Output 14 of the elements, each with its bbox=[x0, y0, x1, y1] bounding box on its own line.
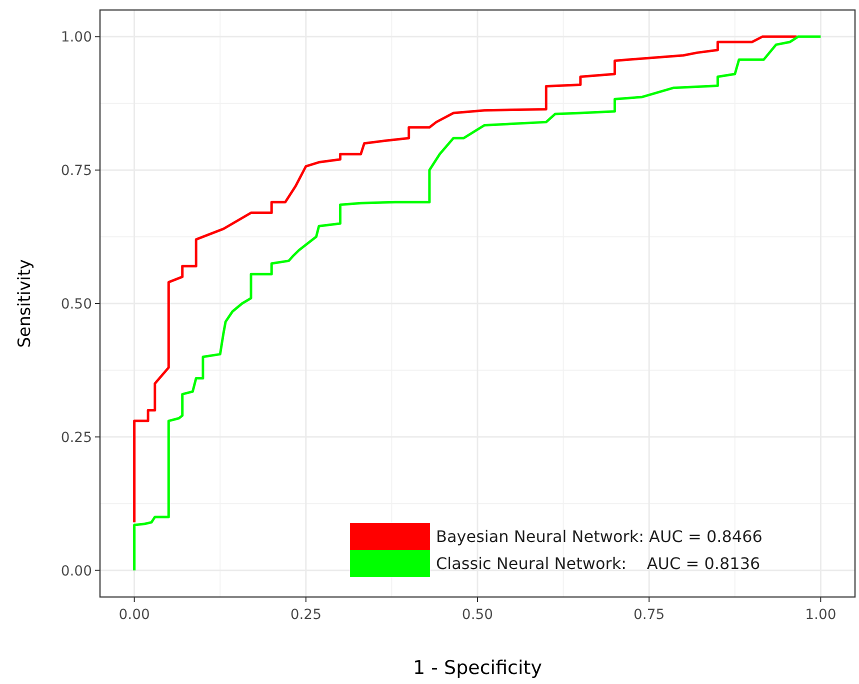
x-tick-label: 1.00 bbox=[805, 607, 836, 623]
y-tick-label: 0.50 bbox=[60, 296, 92, 312]
x-tick-label: 0.50 bbox=[462, 607, 494, 623]
x-tick-label: 0.00 bbox=[118, 607, 150, 623]
y-axis-title: Sensitivity bbox=[15, 259, 35, 348]
x-tick-label: 0.25 bbox=[290, 607, 322, 623]
y-tick-label: 0.25 bbox=[60, 430, 92, 446]
y-tick-label: 0.75 bbox=[60, 163, 92, 180]
legend-label: Classic Neural Network: AUC = 0.8136 bbox=[436, 554, 760, 573]
y-tick-label: 1.00 bbox=[60, 30, 92, 46]
x-axis-title: 1 - Specificity bbox=[413, 657, 542, 679]
y-tick-label: 0.00 bbox=[60, 563, 92, 580]
x-tick-label: 0.75 bbox=[634, 607, 665, 623]
legend-label: Bayesian Neural Network: AUC = 0.8466 bbox=[436, 527, 762, 546]
